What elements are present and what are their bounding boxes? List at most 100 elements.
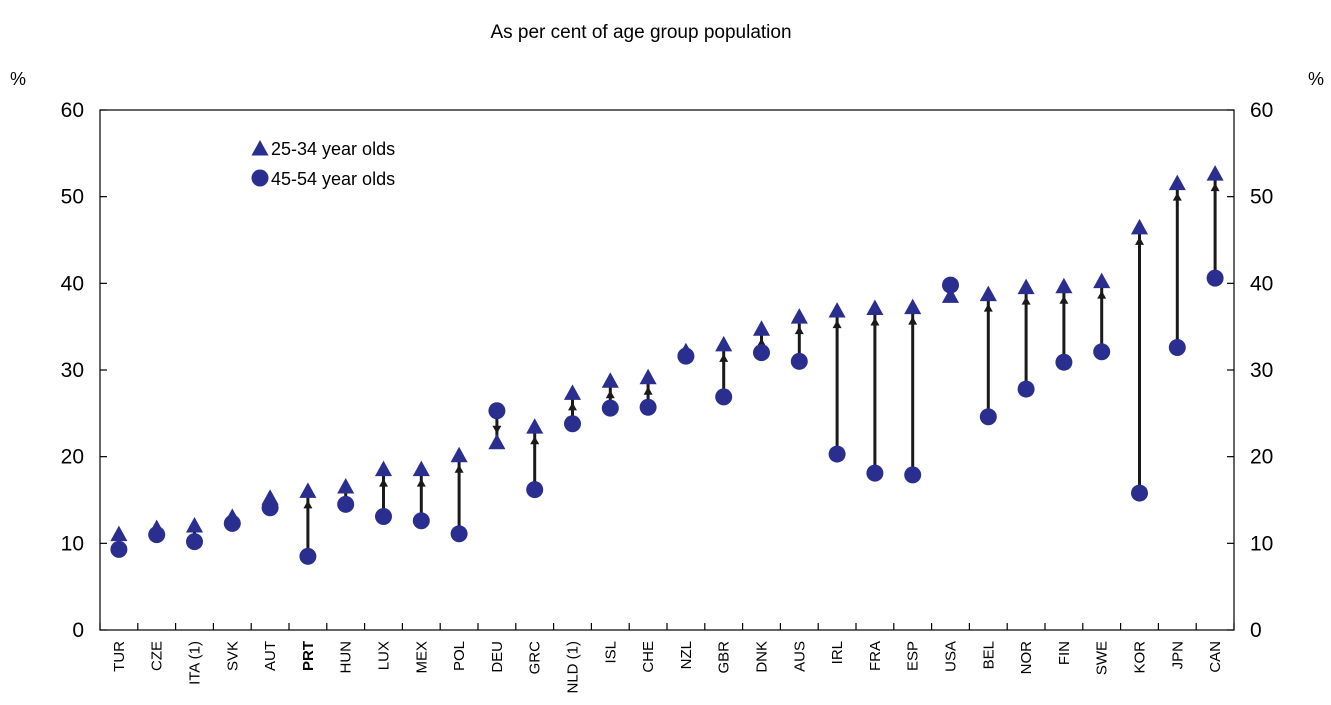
category-group — [303, 491, 313, 557]
circle-marker-45-54 — [110, 540, 128, 558]
triangle-marker-25-34 — [601, 372, 619, 388]
circle-marker-45-54 — [450, 525, 468, 543]
triangle-marker-25-34 — [790, 308, 808, 324]
circle-marker-45-54 — [375, 507, 392, 525]
circle-marker-45-54 — [526, 481, 544, 499]
x-tick-label: CAN — [1207, 641, 1224, 673]
triangle-marker-25-34 — [941, 287, 960, 303]
circle-marker-45-54 — [488, 402, 506, 420]
triangle-marker-25-34 — [1168, 174, 1186, 191]
category-group — [1210, 174, 1220, 279]
category-group — [454, 455, 464, 534]
right-axis-unit: % — [1308, 69, 1324, 89]
circle-marker-45-54 — [564, 415, 581, 433]
range-arrowhead — [379, 478, 388, 487]
triangle-marker-25-34 — [904, 298, 922, 315]
x-tick-label: AUT — [262, 641, 279, 671]
range-arrowhead — [870, 317, 880, 326]
x-tick-label: HUN — [338, 641, 355, 674]
category-group — [1059, 286, 1069, 363]
y-tick-label-right: 50 — [1250, 186, 1273, 209]
category-group — [1135, 227, 1144, 494]
circle-marker-45-54 — [1206, 269, 1224, 287]
triangle-marker-25-34 — [715, 335, 733, 352]
x-tick-label: NOR — [1018, 641, 1035, 675]
circle-marker-45-54 — [148, 526, 166, 544]
range-arrowhead — [1021, 296, 1031, 305]
triangle-marker-25-34 — [752, 320, 771, 336]
circle-marker-45-54 — [186, 533, 203, 551]
triangle-marker-25-34 — [1055, 277, 1073, 294]
range-arrowhead — [1172, 192, 1182, 201]
chart-title: As per cent of age group population — [490, 22, 791, 43]
range-arrowhead — [1097, 290, 1107, 299]
category-group — [870, 308, 880, 474]
range-arrowhead — [908, 316, 918, 325]
category-group — [908, 307, 918, 475]
x-tick-label: MEX — [413, 641, 430, 674]
range-arrowhead — [303, 500, 313, 509]
legend-circle-icon — [251, 169, 269, 187]
range-arrowhead — [757, 338, 766, 347]
triangle-marker-25-34 — [828, 302, 846, 318]
circle-marker-45-54 — [715, 388, 733, 406]
circle-marker-45-54 — [828, 445, 846, 463]
x-tick-label: NLD (1) — [565, 641, 582, 694]
category-group — [983, 294, 993, 417]
x-tick-label: SWE — [1094, 641, 1111, 675]
x-tick-label: AUS — [791, 641, 808, 672]
y-tick-label-right: 60 — [1250, 99, 1273, 122]
range-arrowhead — [832, 320, 842, 329]
legend-label-45-54: 45-54 year olds — [271, 169, 395, 189]
circle-marker-45-54 — [299, 547, 317, 565]
x-tick-label: KOR — [1132, 641, 1149, 674]
y-tick-label-right: 10 — [1250, 532, 1273, 555]
y-tick-label-right: 30 — [1250, 359, 1273, 382]
triangle-marker-25-34 — [1206, 165, 1224, 181]
triangle-marker-25-34 — [526, 418, 544, 434]
triangle-marker-25-34 — [488, 433, 506, 450]
legend-label-25-34: 25-34 year olds — [271, 139, 395, 159]
range-arrowhead — [492, 425, 502, 434]
triangle-marker-25-34 — [979, 285, 997, 302]
range-arrowhead — [1135, 236, 1144, 245]
left-axis-unit: % — [10, 69, 26, 89]
legend-triangle-icon — [251, 140, 269, 156]
x-tick-label: FRA — [867, 641, 884, 671]
x-tick-label: USA — [943, 641, 960, 672]
triangle-marker-25-34 — [1017, 278, 1035, 295]
triangle-marker-25-34 — [374, 460, 393, 477]
range-arrowhead — [719, 353, 729, 362]
range-arrowhead — [454, 464, 464, 473]
legend: 25-34 year olds 45-54 year olds — [251, 139, 395, 189]
triangle-marker-25-34 — [866, 299, 884, 315]
range-arrowhead — [416, 478, 426, 487]
y-tick-label-left: 0 — [72, 619, 84, 642]
data-markers — [110, 165, 1224, 565]
triangle-marker-25-34 — [639, 368, 657, 385]
circle-marker-45-54 — [1168, 338, 1186, 356]
y-tick-label-left: 40 — [61, 272, 84, 295]
triangle-marker-25-34 — [1093, 272, 1111, 289]
x-tick-label: ESP — [905, 641, 922, 671]
y-axes: 0 0 10 10 20 20 30 30 40 40 50 50 60 60 — [61, 99, 1274, 642]
circle-marker-45-54 — [1017, 380, 1035, 398]
range-arrowhead — [530, 436, 540, 445]
category-group — [530, 427, 540, 490]
y-tick-label-right: 40 — [1250, 272, 1273, 295]
circle-marker-45-54 — [601, 399, 619, 417]
x-tick-label: NZL — [678, 641, 695, 669]
x-tick-label: POL — [451, 641, 468, 671]
range-arrowhead — [643, 386, 653, 395]
circle-marker-45-54 — [223, 514, 241, 532]
x-tick-label: BEL — [980, 641, 997, 669]
range-arrowhead — [568, 402, 577, 411]
circle-marker-45-54 — [1055, 353, 1073, 371]
triangle-marker-25-34 — [563, 384, 582, 400]
x-tick-label: ISL — [602, 641, 619, 664]
x-tick-label: ITA (1) — [187, 641, 204, 685]
range-arrowhead — [1059, 295, 1069, 304]
circle-marker-45-54 — [261, 499, 279, 517]
range-lines — [114, 174, 1220, 557]
